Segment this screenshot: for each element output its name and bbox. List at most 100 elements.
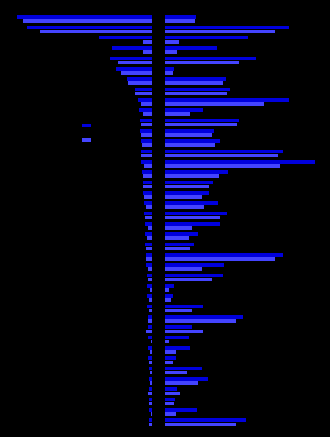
- Bar: [135, 87, 152, 91]
- Bar: [148, 278, 152, 281]
- Bar: [165, 191, 209, 194]
- Bar: [150, 288, 152, 292]
- Bar: [143, 112, 152, 116]
- Bar: [148, 315, 152, 319]
- Bar: [23, 19, 152, 23]
- Bar: [165, 392, 180, 395]
- Bar: [165, 123, 237, 126]
- Bar: [110, 56, 152, 60]
- Bar: [143, 40, 152, 44]
- Bar: [165, 346, 190, 350]
- Bar: [26, 25, 152, 29]
- Bar: [165, 336, 188, 339]
- Bar: [148, 326, 152, 329]
- Bar: [165, 408, 197, 412]
- Bar: [148, 357, 152, 360]
- Bar: [165, 371, 187, 375]
- Bar: [143, 180, 152, 184]
- Bar: [165, 40, 179, 44]
- Bar: [136, 92, 152, 95]
- Bar: [150, 350, 152, 354]
- Bar: [147, 274, 152, 277]
- Bar: [40, 30, 152, 33]
- Bar: [165, 243, 194, 246]
- Bar: [165, 387, 177, 391]
- Bar: [165, 174, 218, 178]
- Bar: [148, 336, 152, 339]
- Bar: [146, 264, 152, 267]
- Bar: [150, 371, 152, 375]
- Bar: [165, 377, 208, 381]
- Bar: [165, 212, 227, 215]
- Bar: [165, 257, 275, 261]
- Bar: [118, 61, 152, 64]
- Bar: [165, 367, 202, 370]
- Bar: [138, 98, 152, 101]
- Bar: [144, 164, 152, 168]
- Bar: [148, 367, 152, 370]
- Bar: [145, 232, 152, 236]
- Bar: [165, 61, 239, 64]
- Bar: [165, 309, 192, 312]
- Bar: [165, 118, 239, 122]
- Bar: [165, 295, 173, 298]
- Bar: [165, 222, 220, 225]
- Bar: [165, 319, 236, 323]
- Bar: [147, 295, 152, 298]
- Bar: [128, 81, 152, 85]
- Bar: [165, 98, 289, 101]
- Bar: [165, 418, 246, 422]
- Bar: [165, 19, 195, 23]
- Bar: [144, 195, 152, 199]
- Bar: [149, 387, 152, 391]
- Bar: [149, 418, 152, 422]
- Bar: [165, 129, 214, 132]
- Bar: [165, 226, 191, 230]
- Bar: [165, 50, 178, 54]
- Bar: [165, 170, 228, 174]
- Bar: [141, 129, 152, 132]
- Bar: [165, 201, 218, 205]
- Bar: [165, 267, 202, 271]
- Bar: [141, 123, 152, 126]
- Bar: [143, 174, 152, 178]
- Bar: [143, 191, 152, 194]
- Bar: [165, 133, 212, 137]
- Bar: [144, 212, 152, 215]
- Bar: [143, 50, 152, 54]
- Bar: [165, 164, 280, 168]
- Bar: [116, 67, 152, 70]
- Bar: [148, 319, 152, 323]
- Bar: [165, 56, 256, 60]
- Bar: [141, 160, 152, 163]
- Bar: [151, 412, 152, 416]
- Bar: [144, 201, 152, 205]
- Bar: [165, 102, 264, 106]
- Bar: [112, 46, 152, 50]
- Bar: [145, 216, 152, 219]
- Bar: [141, 149, 152, 153]
- Bar: [140, 118, 152, 122]
- Bar: [146, 329, 152, 333]
- Bar: [165, 46, 217, 50]
- Bar: [121, 71, 152, 75]
- Bar: [149, 381, 152, 385]
- Bar: [17, 15, 152, 19]
- Bar: [165, 139, 220, 143]
- Bar: [165, 381, 198, 385]
- Bar: [165, 216, 220, 219]
- Bar: [165, 423, 236, 426]
- Bar: [146, 253, 152, 257]
- Bar: [149, 377, 152, 381]
- Bar: [151, 340, 152, 343]
- Bar: [165, 253, 283, 257]
- Bar: [165, 340, 169, 343]
- Bar: [149, 398, 152, 401]
- Bar: [145, 222, 152, 225]
- Bar: [127, 77, 152, 81]
- Bar: [165, 357, 176, 360]
- Bar: [165, 92, 227, 95]
- Bar: [165, 288, 169, 292]
- Bar: [165, 232, 198, 236]
- Bar: [165, 278, 212, 281]
